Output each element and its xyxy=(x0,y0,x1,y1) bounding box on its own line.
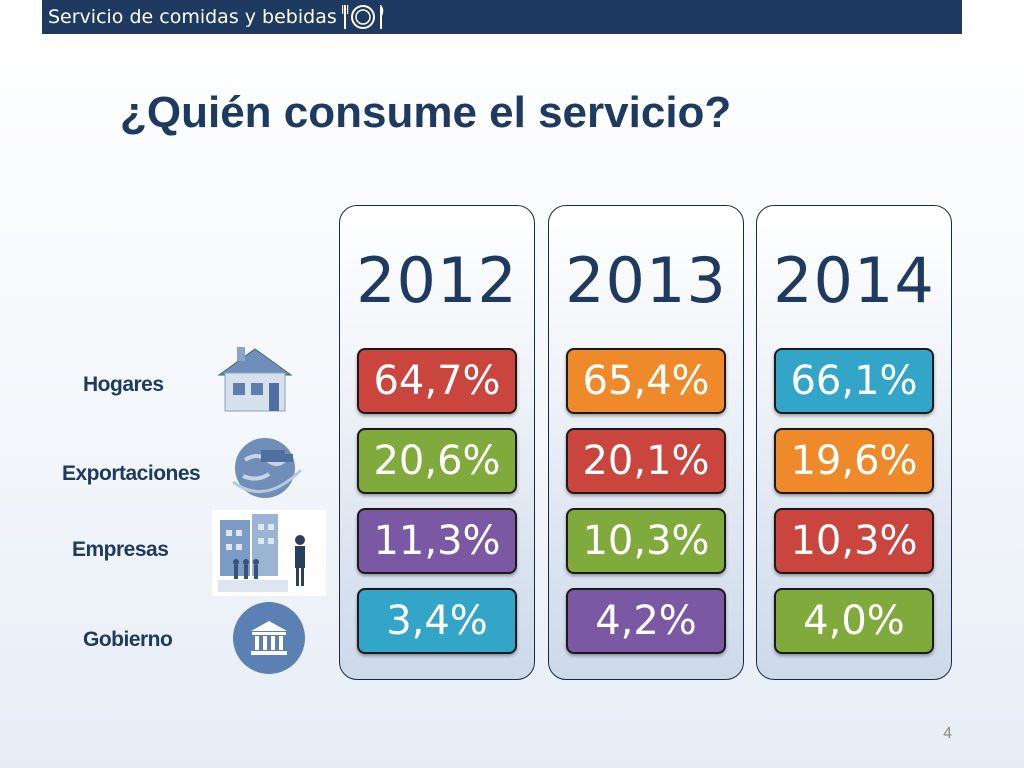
row-label-gobierno: Gobierno xyxy=(83,628,173,651)
row-label-empresas: Empresas xyxy=(72,538,169,561)
row-label-hogares: Hogares xyxy=(83,373,164,396)
value-cell-empresas: 10,3% xyxy=(566,508,726,574)
year-column-2013: 2013 65,4% 20,1% 10,3% 4,2% xyxy=(548,205,744,680)
row-label-exportaciones: Exportaciones xyxy=(62,462,201,485)
header-bar: Servicio de comidas y bebidas xyxy=(42,0,962,34)
year-label: 2014 xyxy=(773,244,935,317)
year-column-2012: 2012 64,7% 20,6% 11,3% 3,4% xyxy=(339,205,535,680)
value-cell-gobierno: 3,4% xyxy=(357,588,517,654)
value-cell-exportaciones: 20,1% xyxy=(566,428,726,494)
value-cell-gobierno: 4,0% xyxy=(774,588,934,654)
header-title: Servicio de comidas y bebidas xyxy=(48,6,337,28)
cutlery-icon xyxy=(341,2,389,32)
value-cell-gobierno: 4,2% xyxy=(566,588,726,654)
value-cell-exportaciones: 20,6% xyxy=(357,428,517,494)
value-cell-empresas: 11,3% xyxy=(357,508,517,574)
value-cell-hogares: 65,4% xyxy=(566,348,726,414)
buildings-people-icon xyxy=(212,510,326,601)
government-building-icon xyxy=(232,601,306,680)
globe-truck-icon xyxy=(227,430,307,507)
page-number: 4 xyxy=(943,725,952,742)
value-cell-exportaciones: 19,6% xyxy=(774,428,934,494)
house-icon xyxy=(215,345,303,420)
year-label: 2012 xyxy=(356,244,518,317)
value-cell-empresas: 10,3% xyxy=(774,508,934,574)
page-title: ¿Quién consume el servicio? xyxy=(120,88,732,137)
value-cell-hogares: 66,1% xyxy=(774,348,934,414)
value-cell-hogares: 64,7% xyxy=(357,348,517,414)
year-column-2014: 2014 66,1% 19,6% 10,3% 4,0% xyxy=(756,205,952,680)
year-label: 2013 xyxy=(565,244,727,317)
